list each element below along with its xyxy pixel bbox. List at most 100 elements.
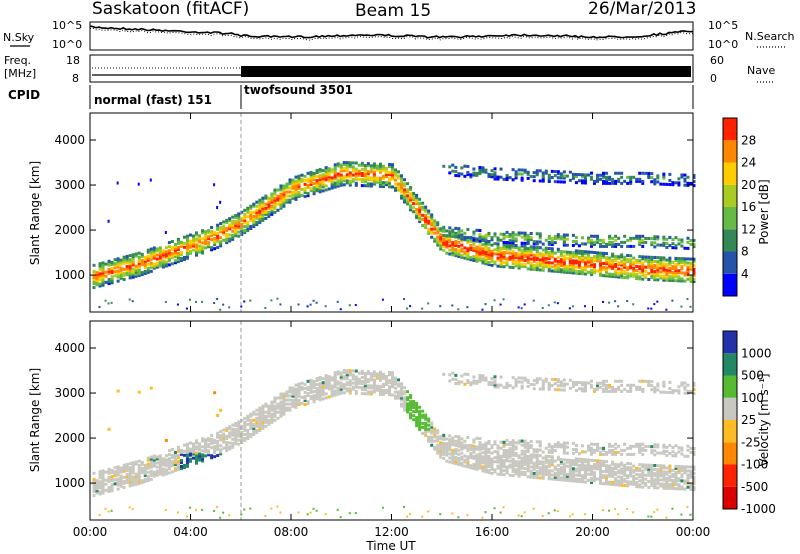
velocity-cell	[234, 430, 238, 434]
power-cell	[381, 298, 384, 301]
power-cell	[234, 222, 238, 226]
velocity-cell	[381, 382, 385, 386]
power-cell	[674, 267, 678, 271]
power-cell	[225, 235, 229, 239]
power-cell	[683, 246, 687, 250]
power-cell	[276, 194, 280, 198]
velocity-cell	[550, 451, 554, 455]
velocity-cell	[442, 448, 446, 452]
velocity-cell	[176, 447, 180, 451]
velocity-cell	[303, 382, 307, 386]
power-cell	[623, 255, 627, 259]
velocity-cell	[505, 465, 509, 469]
power-cell	[237, 222, 241, 226]
colorbar-tick-label: 500	[741, 369, 764, 383]
velocity-cell	[475, 447, 479, 451]
power-cell	[671, 238, 675, 242]
power-cell	[662, 176, 666, 180]
power-cell	[502, 298, 505, 301]
velocity-cell	[436, 443, 440, 447]
power-cell	[207, 237, 211, 241]
velocity-cell	[342, 377, 346, 381]
power-cell	[559, 254, 563, 258]
velocity-cell	[632, 474, 636, 478]
power-cell	[122, 267, 126, 271]
velocity-cell	[605, 470, 609, 474]
power-cell	[258, 202, 262, 206]
power-cell	[532, 171, 536, 175]
velocity-cell	[589, 479, 593, 483]
velocity-cell	[143, 471, 147, 475]
power-cell	[188, 249, 192, 253]
power-cell	[562, 243, 566, 247]
velocity-cell	[249, 424, 253, 428]
velocity-cell	[547, 385, 551, 389]
velocity-cell	[297, 400, 301, 404]
velocity-cell	[532, 450, 536, 454]
power-cell	[375, 164, 379, 168]
power-cell	[291, 180, 295, 184]
power-cell	[520, 248, 524, 252]
power-cell	[586, 173, 590, 177]
velocity-cell	[517, 466, 521, 470]
power-cell	[445, 251, 449, 255]
power-cell	[351, 161, 355, 165]
velocity-cell	[550, 473, 554, 477]
power-cell	[321, 185, 325, 189]
power-cell	[526, 176, 530, 180]
power-cell	[605, 266, 609, 270]
velocity-cell	[689, 483, 693, 487]
velocity-cell	[360, 381, 364, 385]
power-cell	[436, 239, 440, 243]
power-cell	[327, 167, 331, 171]
velocity-cell	[390, 377, 394, 381]
power-cell	[614, 263, 618, 267]
velocity-cell	[119, 466, 123, 470]
velocity-cell	[173, 453, 177, 457]
power-cell	[439, 247, 443, 251]
power-cell	[641, 277, 645, 281]
velocity-cell	[565, 476, 569, 480]
power-cell	[204, 242, 208, 246]
velocity-cell	[614, 379, 618, 383]
velocity-cell	[689, 471, 693, 475]
power-cell	[237, 226, 241, 230]
power-cell	[529, 245, 533, 249]
power-cell	[493, 234, 497, 238]
power-cell	[520, 176, 524, 180]
velocity-cell	[626, 446, 630, 450]
velocity-cell	[321, 383, 325, 387]
power-cell	[517, 168, 521, 172]
power-cell	[448, 232, 452, 236]
velocity-cell	[674, 389, 678, 393]
velocity-cell	[300, 385, 304, 389]
velocity-cell	[258, 414, 262, 418]
power-cell	[596, 253, 600, 257]
velocity-cell	[538, 470, 542, 474]
velocity-cell	[523, 445, 527, 449]
velocity-cell	[387, 373, 391, 377]
velocity-cell	[412, 402, 416, 406]
power-cell	[433, 231, 437, 235]
power-cell	[354, 171, 358, 175]
power-cell	[559, 264, 563, 268]
velocity-cell	[442, 435, 446, 439]
velocity-cell	[167, 449, 171, 453]
power-cell	[366, 178, 370, 182]
velocity-cell	[179, 452, 183, 456]
velocity-cell	[514, 382, 518, 386]
power-cell	[213, 241, 217, 245]
power-cell	[689, 267, 693, 271]
power-cell	[267, 198, 271, 202]
power-cell	[321, 189, 325, 193]
power-cell	[529, 236, 533, 240]
velocity-cell	[195, 457, 199, 461]
power-cell	[671, 242, 675, 246]
power-cell	[146, 268, 150, 272]
power-cell	[469, 246, 473, 250]
power-cell	[532, 265, 536, 269]
velocity-cell	[110, 477, 114, 481]
power-cell	[478, 254, 482, 258]
power-cell	[158, 250, 162, 254]
power-cell	[629, 238, 633, 242]
